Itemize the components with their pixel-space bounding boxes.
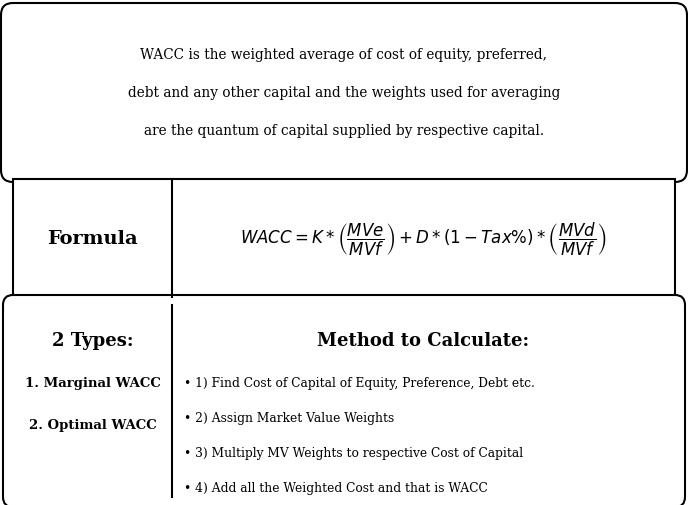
Text: are the quantum of capital supplied by respective capital.: are the quantum of capital supplied by r… bbox=[144, 124, 544, 138]
FancyBboxPatch shape bbox=[1, 4, 687, 183]
Text: Method to Calculate:: Method to Calculate: bbox=[317, 331, 530, 349]
Text: 1. Marginal WACC: 1. Marginal WACC bbox=[25, 377, 160, 390]
Text: debt and any other capital and the weights used for averaging: debt and any other capital and the weigh… bbox=[128, 86, 560, 100]
Text: 2 Types:: 2 Types: bbox=[52, 331, 133, 349]
Text: WACC is the weighted average of cost of equity, preferred,: WACC is the weighted average of cost of … bbox=[140, 48, 548, 63]
FancyBboxPatch shape bbox=[13, 180, 675, 297]
Text: $\mathit{WACC} = K * \left(\dfrac{MVe}{MVf}\right) + D * (1-Tax\%) * \left(\dfra: $\mathit{WACC} = K * \left(\dfrac{MVe}{M… bbox=[240, 220, 607, 257]
Text: • 2) Assign Market Value Weights: • 2) Assign Market Value Weights bbox=[184, 412, 394, 425]
Text: • 4) Add all the Weighted Cost and that is WACC: • 4) Add all the Weighted Cost and that … bbox=[184, 482, 488, 494]
Text: • 1) Find Cost of Capital of Equity, Preference, Debt etc.: • 1) Find Cost of Capital of Equity, Pre… bbox=[184, 377, 535, 390]
Text: • 3) Multiply MV Weights to respective Cost of Capital: • 3) Multiply MV Weights to respective C… bbox=[184, 446, 523, 460]
Text: 2. Optimal WACC: 2. Optimal WACC bbox=[29, 419, 156, 432]
FancyBboxPatch shape bbox=[3, 295, 685, 505]
Text: Formula: Formula bbox=[47, 230, 138, 247]
